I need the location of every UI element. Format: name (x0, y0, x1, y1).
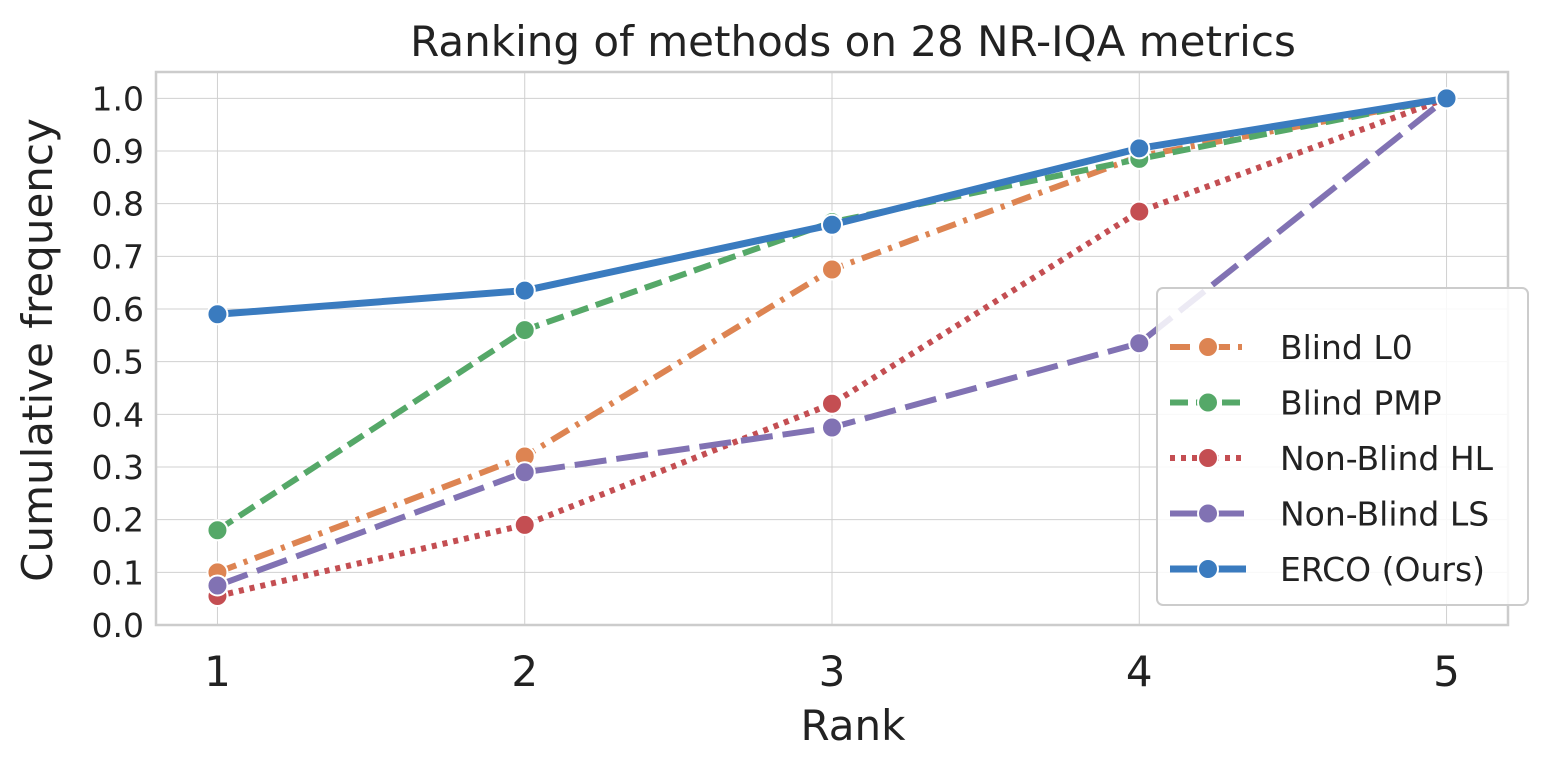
chart-title: Ranking of methods on 28 NR-IQA metrics (410, 17, 1296, 66)
y-tick-label: 0.0 (92, 606, 144, 645)
y-tick-label: 1.0 (92, 79, 144, 118)
data-point (206, 519, 229, 542)
legend-swatch-marker (1197, 391, 1219, 414)
data-point (1128, 200, 1151, 223)
x-tick-label: 4 (1126, 647, 1153, 696)
x-axis-label: Rank (801, 701, 907, 750)
series-layer (206, 87, 1458, 608)
y-axis-ticks: 0.0 0.1 0.2 0.3 0.4 0.5 0.6 0.7 0.8 0.9 1.0 (92, 79, 144, 645)
data-point (1435, 87, 1458, 110)
legend-label: Non-Blind HL (1280, 439, 1494, 478)
legend-swatch-marker (1197, 336, 1219, 358)
y-tick-label: 0.2 (92, 501, 144, 540)
y-tick-label: 0.7 (92, 237, 144, 276)
x-tick-label: 2 (511, 647, 538, 696)
y-axis-label: Cumulative frequency (13, 118, 62, 582)
legend-label: Non-Blind LS (1280, 495, 1489, 534)
data-point (513, 319, 536, 342)
data-point (206, 303, 229, 326)
y-tick-label: 0.3 (92, 448, 144, 487)
y-tick-label: 0.9 (92, 132, 144, 171)
y-tick-label: 0.5 (92, 343, 144, 382)
data-point (1128, 137, 1151, 160)
series-line (216, 95, 1448, 599)
x-tick-label: 1 (204, 647, 231, 696)
y-tick-label: 0.4 (92, 395, 144, 434)
x-axis-ticks: 1 2 3 4 5 (204, 647, 1460, 696)
data-point (206, 574, 229, 597)
legend-label: Blind L0 (1280, 328, 1413, 367)
y-tick-label: 0.6 (92, 290, 144, 329)
data-point (821, 416, 843, 439)
data-point (821, 258, 843, 281)
data-point (1128, 332, 1151, 355)
legend-item: Non-Blind LS (1170, 495, 1489, 534)
legend-label: Blind PMP (1280, 384, 1442, 423)
x-tick-label: 5 (1433, 647, 1460, 696)
data-point (513, 279, 536, 302)
series-erco-ours (206, 87, 1458, 326)
data-point (821, 213, 843, 236)
data-point (821, 392, 843, 415)
x-tick-label: 3 (819, 647, 846, 696)
data-point (513, 513, 536, 536)
y-tick-label: 0.1 (92, 553, 144, 592)
data-point (513, 461, 536, 484)
legend-item: Non-Blind HL (1170, 439, 1494, 478)
y-tick-label: 0.8 (92, 185, 144, 224)
legend-item: ERCO (Ours) (1170, 550, 1485, 589)
legend-item: Blind PMP (1170, 384, 1442, 423)
legend-swatch-marker (1197, 502, 1219, 525)
legend: Blind L0 Blind PMP Non-Blind HL Non-Blind L… (1156, 287, 1529, 606)
legend-swatch-marker (1197, 558, 1219, 580)
legend-box (1156, 287, 1529, 606)
legend-item: Blind L0 (1170, 328, 1413, 367)
legend-label: ERCO (Ours) (1280, 550, 1485, 589)
legend-swatch-marker (1197, 447, 1219, 469)
